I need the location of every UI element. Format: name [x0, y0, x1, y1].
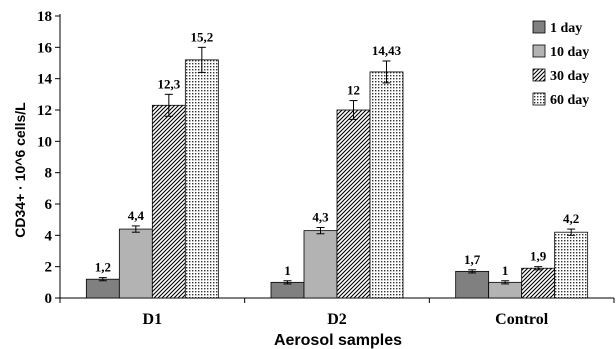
- bar: [336, 109, 371, 299]
- legend-label: 60 day: [550, 93, 589, 108]
- bar: [151, 104, 186, 299]
- data-label: 12: [347, 83, 360, 98]
- data-label: 1,7: [464, 252, 481, 267]
- legend-swatch: [532, 68, 546, 82]
- data-label: 1: [502, 263, 509, 278]
- legend-swatch: [532, 44, 546, 58]
- data-label: 4,3: [312, 210, 329, 225]
- legend-label: 1 day: [550, 21, 582, 36]
- bar: [488, 281, 523, 299]
- legend-swatch: [532, 20, 546, 34]
- y-tick-label: 12: [37, 103, 52, 119]
- y-tick-label: 8: [45, 166, 53, 182]
- data-label: 4,2: [563, 211, 579, 226]
- data-label: 1,2: [95, 260, 111, 275]
- bar: [118, 228, 153, 299]
- bar: [303, 230, 338, 299]
- data-label: 14,43: [372, 43, 402, 58]
- x-axis-label: Aerosol samples: [274, 332, 402, 349]
- y-tick-label: 6: [45, 197, 53, 213]
- y-tick-label: 18: [37, 9, 52, 25]
- bar: [184, 59, 219, 299]
- legend: 1 day 10 day 30 day 60 day: [532, 20, 589, 108]
- plot-area: 0246810121416181,24,412,315,2D114,31214,…: [37, 9, 615, 328]
- bar: [369, 71, 404, 299]
- bar: [270, 281, 305, 299]
- x-tick-label: D2: [327, 311, 347, 328]
- bar: [455, 270, 490, 299]
- bar: [85, 278, 120, 299]
- legend-label: 30 day: [550, 69, 589, 84]
- data-label: 1: [284, 263, 291, 278]
- data-label: 1,9: [530, 249, 547, 264]
- y-axis-label: CD34+ · 10^6 cells/L: [12, 102, 28, 238]
- x-tick-label: Control: [495, 311, 549, 328]
- bar: [521, 267, 556, 299]
- y-tick-label: 0: [45, 291, 53, 307]
- bar: [554, 231, 589, 299]
- data-label: 15,2: [190, 29, 213, 44]
- y-tick-label: 16: [37, 40, 53, 56]
- data-label: 4,4: [128, 208, 145, 223]
- legend-label: 10 day: [550, 45, 589, 60]
- y-tick-label: 4: [45, 228, 53, 244]
- data-label: 12,3: [157, 76, 180, 91]
- legend-swatch: [532, 92, 546, 106]
- x-tick-label: D1: [143, 311, 163, 328]
- y-tick-label: 10: [37, 134, 52, 150]
- y-tick-label: 14: [37, 72, 53, 88]
- y-tick-label: 2: [45, 260, 53, 276]
